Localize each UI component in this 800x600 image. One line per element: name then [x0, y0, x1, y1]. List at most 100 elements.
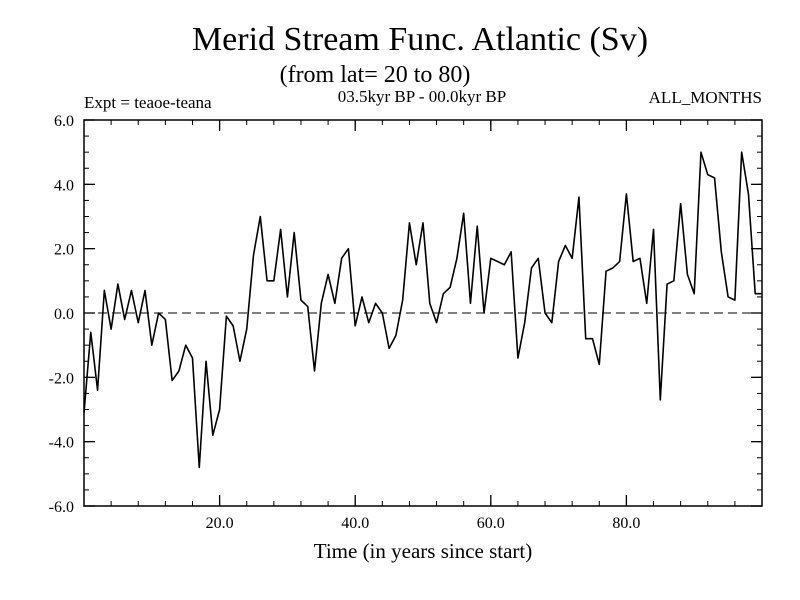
data-point — [659, 399, 661, 401]
data-point — [144, 289, 146, 291]
data-point — [517, 357, 519, 359]
data-point — [429, 302, 431, 304]
data-point — [185, 344, 187, 346]
data-point — [110, 328, 112, 330]
x-tick-label: 20.0 — [206, 515, 234, 532]
data-point — [673, 280, 675, 282]
data-point — [646, 302, 648, 304]
data-point — [388, 347, 390, 349]
data-point — [740, 151, 742, 153]
series-points — [83, 151, 763, 469]
data-point — [707, 173, 709, 175]
data-point — [605, 270, 607, 272]
data-point — [191, 357, 193, 359]
data-point — [612, 267, 614, 269]
data-point — [96, 389, 98, 391]
data-point — [578, 196, 580, 198]
data-point — [90, 331, 92, 333]
data-point — [524, 321, 526, 323]
data-point — [273, 280, 275, 282]
data-point — [618, 260, 620, 262]
data-point — [157, 312, 159, 314]
data-point — [442, 293, 444, 295]
data-point — [720, 251, 722, 253]
streamfunction-series-line — [83, 151, 762, 469]
data-point — [374, 302, 376, 304]
data-point — [117, 283, 119, 285]
data-point — [205, 360, 207, 362]
period-label: 03.5kyr BP - 00.0kyr BP — [338, 87, 506, 106]
data-point — [700, 151, 702, 153]
data-point — [307, 305, 309, 307]
data-point — [137, 321, 139, 323]
data-point — [476, 225, 478, 227]
data-point — [361, 296, 363, 298]
chart-title: Merid Stream Func. Atlantic (Sv) — [192, 21, 648, 58]
months-label: ALL_MONTHS — [649, 88, 762, 107]
data-point — [490, 257, 492, 259]
data-point — [551, 321, 553, 323]
data-point — [422, 222, 424, 224]
data-point — [334, 302, 336, 304]
data-point — [83, 412, 85, 414]
data-point — [415, 264, 417, 266]
data-point — [591, 338, 593, 340]
data-point — [747, 193, 749, 195]
data-point — [354, 325, 356, 327]
data-point — [259, 215, 261, 217]
data-point — [754, 293, 756, 295]
data-point — [266, 280, 268, 282]
data-point — [232, 325, 234, 327]
data-point — [496, 260, 498, 262]
data-point — [598, 363, 600, 365]
data-point — [279, 228, 281, 230]
data-point — [381, 312, 383, 314]
chart-subtitle: (from lat= 20 to 80) — [280, 62, 471, 88]
data-point — [544, 312, 546, 314]
data-point — [679, 202, 681, 204]
x-axis-label: Time (in years since start) — [314, 539, 533, 563]
data-point — [557, 260, 559, 262]
data-point — [151, 344, 153, 346]
y-tick-label: -4.0 — [49, 435, 74, 452]
data-point — [713, 177, 715, 179]
data-point — [198, 466, 200, 468]
data-point — [401, 299, 403, 301]
data-point — [585, 338, 587, 340]
x-tick-label: 40.0 — [341, 515, 369, 532]
data-point — [327, 273, 329, 275]
data-point — [632, 260, 634, 262]
data-point — [218, 408, 220, 410]
data-point — [510, 251, 512, 253]
data-point — [293, 231, 295, 233]
data-point — [347, 247, 349, 249]
data-point — [225, 315, 227, 317]
data-point — [693, 293, 695, 295]
data-point — [435, 321, 437, 323]
data-point — [178, 370, 180, 372]
data-point — [340, 257, 342, 259]
x-axis-ticks: 20.0 40.0 60.0 80.0 — [206, 120, 640, 532]
data-point — [320, 302, 322, 304]
y-tick-label: -2.0 — [49, 370, 74, 387]
data-point — [734, 299, 736, 301]
data-point — [130, 289, 132, 291]
data-point — [103, 289, 105, 291]
data-point — [686, 273, 688, 275]
data-point — [564, 244, 566, 246]
data-point — [469, 302, 471, 304]
y-tick-label: 0.0 — [54, 306, 74, 323]
data-point — [368, 321, 370, 323]
data-point — [286, 296, 288, 298]
data-point — [462, 212, 464, 214]
data-point — [252, 254, 254, 256]
data-point — [537, 257, 539, 259]
data-point — [530, 267, 532, 269]
data-point — [639, 257, 641, 259]
data-point — [395, 334, 397, 336]
data-point — [483, 312, 485, 314]
data-point — [212, 434, 214, 436]
experiment-label: Expt = teaoe-teana — [84, 93, 212, 112]
x-tick-label: 80.0 — [612, 515, 640, 532]
